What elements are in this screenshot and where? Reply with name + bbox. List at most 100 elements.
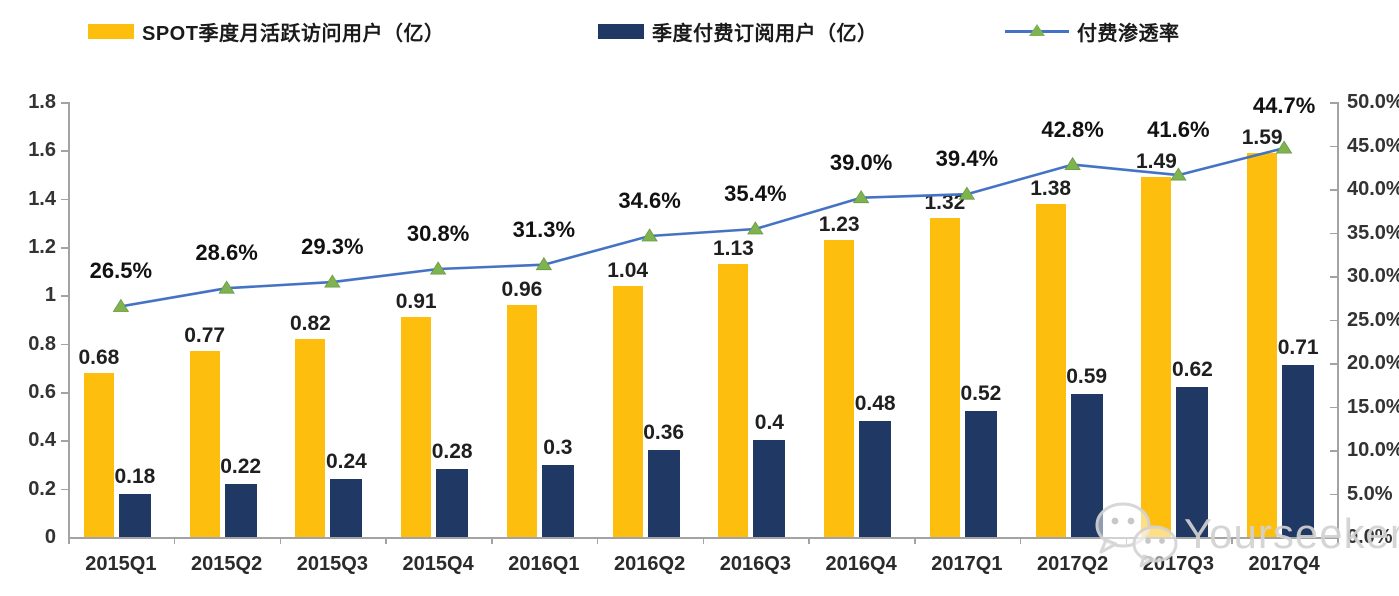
- bar-subscribers: [753, 440, 786, 537]
- y-axis-tick-label: 1.8: [28, 91, 56, 113]
- legend-line-marker-icon: [1005, 23, 1069, 39]
- legend-label-subscribers: 季度付费订阅用户（亿）: [652, 22, 878, 45]
- line-marker: [1064, 156, 1081, 171]
- x-axis-tick: [1231, 537, 1233, 544]
- bar-subscribers: [1176, 387, 1209, 537]
- bar-label-subscribers: 0.62: [1171, 358, 1213, 382]
- bar-label-mau: 1.49: [1135, 149, 1177, 173]
- bar-label-mau: 0.82: [289, 311, 331, 335]
- bar-label-mau: 1.13: [712, 236, 754, 260]
- right-axis-tick-label: 30.0%: [1347, 265, 1399, 287]
- bar-label-subscribers: 0.48: [854, 392, 896, 415]
- watermark: Yourseeker: [1092, 498, 1399, 570]
- penetration-pct-label: 29.3%: [301, 234, 364, 260]
- bar-subscribers: [647, 450, 680, 537]
- right-axis-line: [1337, 102, 1339, 537]
- line-marker: [429, 261, 447, 275]
- right-axis-tick-label: 25.0%: [1347, 308, 1399, 331]
- x-axis-category-label: 2017Q1: [931, 553, 1003, 575]
- penetration-pct-label: 42.8%: [1041, 116, 1104, 142]
- penetration-pct-label: 44.7%: [1252, 92, 1316, 118]
- legend-item-subscribers: 季度付费订阅用户（亿）: [598, 16, 878, 46]
- bar-subscribers: [1282, 365, 1315, 537]
- line-marker: [324, 274, 341, 288]
- right-axis-tick-label: 35.0%: [1347, 221, 1399, 244]
- legend-swatch-mau: [88, 23, 134, 39]
- legend-label-penetration: 付费渗透率: [1077, 22, 1180, 45]
- bar-label-subscribers: 0.52: [960, 382, 1002, 406]
- line-marker: [218, 280, 235, 294]
- x-axis-tick: [1019, 537, 1022, 544]
- y-axis-tick: [61, 440, 68, 442]
- penetration-pct-label: 31.3%: [512, 216, 576, 242]
- bar-label-subscribers: 0.4: [754, 411, 784, 435]
- right-axis-tick: [1330, 145, 1337, 148]
- right-axis-tick: [1330, 319, 1337, 322]
- y-axis-tick-label: 1.2: [28, 236, 56, 258]
- legend-item-penetration: 付费渗透率: [1005, 16, 1180, 46]
- bar-label-subscribers: 0.71: [1277, 336, 1319, 360]
- legend-label-mau: SPOT季度月活跃访问用户（亿）: [142, 22, 445, 45]
- right-axis-tick-label: 10.0%: [1347, 439, 1399, 461]
- x-axis-category-label: 2017Q4: [1248, 553, 1320, 575]
- right-axis-tick-label: 45.0%: [1347, 134, 1399, 157]
- right-axis-tick-label: 5.0%: [1347, 482, 1393, 505]
- right-axis-tick: [1330, 102, 1337, 104]
- right-axis-tick-label: 15.0%: [1347, 395, 1399, 418]
- x-axis-category-label: 2016Q3: [719, 553, 791, 575]
- y-axis-tick: [61, 150, 68, 152]
- bar-mau: [929, 218, 960, 537]
- bar-subscribers: [436, 469, 469, 537]
- y-axis-tick-label: 0.4: [28, 429, 56, 452]
- legend-swatch-subscribers: [598, 23, 644, 39]
- bar-subscribers: [224, 483, 257, 537]
- x-axis-tick: [68, 537, 70, 544]
- penetration-pct-label: 34.6%: [618, 187, 681, 213]
- bar-mau: [83, 372, 114, 537]
- bar-mau: [189, 350, 220, 537]
- x-axis-tick: [279, 537, 282, 544]
- y-axis-tick: [61, 488, 68, 491]
- y-axis-tick-label: 0: [44, 526, 56, 548]
- bar-label-mau: 1.04: [607, 258, 649, 282]
- bar-label-mau: 1.59: [1241, 125, 1283, 149]
- bar-label-mau: 0.68: [78, 345, 120, 369]
- penetration-pct-label: 39.0%: [829, 149, 893, 175]
- y-axis-tick: [61, 295, 68, 297]
- legend-item-mau: SPOT季度月活跃访问用户（亿）: [88, 16, 444, 46]
- bar-mau: [295, 338, 326, 537]
- bar-label-subscribers: 0.28: [431, 440, 473, 464]
- x-axis-tick: [596, 537, 599, 544]
- bar-label-mau: 1.38: [1030, 176, 1072, 200]
- bar-label-mau: 0.91: [395, 290, 437, 314]
- right-axis-tick-label: 0.0%: [1347, 526, 1393, 548]
- penetration-pct-label: 28.6%: [195, 240, 258, 266]
- y-axis-tick-label: 0.6: [28, 381, 56, 403]
- y-axis-tick: [61, 198, 68, 201]
- bar-label-subscribers: 0.24: [325, 450, 367, 473]
- right-axis-tick-label: 50.0%: [1347, 91, 1399, 113]
- x-axis-tick: [914, 537, 916, 544]
- right-axis-tick: [1330, 189, 1337, 191]
- y-axis-tick-label: 1.6: [28, 139, 56, 162]
- penetration-pct-label: 35.4%: [724, 181, 787, 207]
- y-axis-tick-label: 0.2: [28, 477, 56, 500]
- bar-label-mau: 1.23: [818, 212, 860, 236]
- right-axis-tick: [1330, 232, 1337, 235]
- bar-subscribers: [1070, 394, 1103, 537]
- y-axis-tick: [61, 102, 68, 104]
- bar-label-subscribers: 0.18: [114, 464, 156, 488]
- right-axis-tick-label: 40.0%: [1347, 178, 1399, 200]
- y-axis-tick: [61, 343, 68, 346]
- right-axis-tick: [1330, 363, 1337, 365]
- x-axis-category-label: 2016Q1: [508, 553, 580, 575]
- x-axis-category-label: 2015Q1: [85, 553, 157, 575]
- bar-mau: [612, 285, 643, 537]
- x-axis-category-label: 2015Q3: [296, 553, 368, 575]
- line-marker: [852, 189, 870, 204]
- x-axis-tick: [173, 537, 176, 544]
- penetration-pct-label: 41.6%: [1147, 116, 1210, 142]
- y-axis-tick-label: 1.4: [28, 187, 56, 210]
- y-axis-line: [68, 102, 70, 537]
